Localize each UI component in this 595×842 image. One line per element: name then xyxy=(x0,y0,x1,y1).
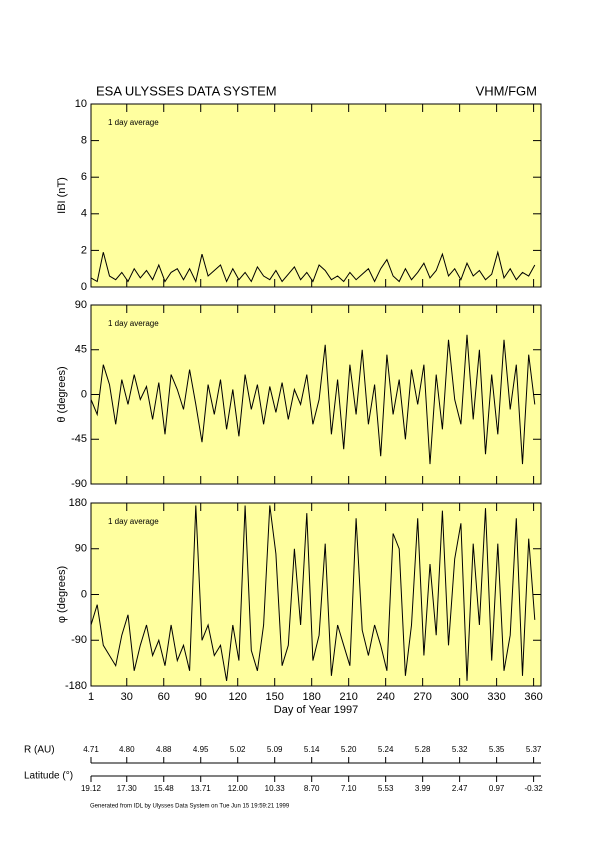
lat-value: 3.99 xyxy=(415,784,431,793)
r-value: 5.14 xyxy=(304,745,320,754)
annotation: 1 day average xyxy=(108,319,159,328)
y-axis-label: IBI (nT) xyxy=(56,177,68,214)
plot-area xyxy=(90,304,542,485)
y-axis-label: φ (degrees) xyxy=(56,566,68,623)
chart-title: ESA ULYSSES DATA SYSTEM xyxy=(96,83,277,98)
r-value: 4.88 xyxy=(156,745,172,754)
x-tick-label: 1 xyxy=(88,691,94,703)
latitude-label: Latitude (°) xyxy=(24,771,73,782)
y-tick-label: 4 xyxy=(81,208,87,220)
lat-value: 12.00 xyxy=(228,784,249,793)
r-label: R (AU) xyxy=(24,745,55,756)
lat-value: 13.71 xyxy=(191,784,212,793)
plot-area xyxy=(90,103,542,288)
x-tick-label: 270 xyxy=(413,691,431,703)
annotation: 1 day average xyxy=(108,118,159,127)
r-value: 4.95 xyxy=(193,745,209,754)
lat-value: 17.30 xyxy=(117,784,138,793)
lat-value: -0.32 xyxy=(524,784,543,793)
y-tick-label: -45 xyxy=(71,433,87,445)
y-tick-label: 2 xyxy=(81,244,87,256)
x-axis-label: Day of Year 1997 xyxy=(274,704,358,716)
x-tick-label: 240 xyxy=(376,691,394,703)
y-tick-label: 90 xyxy=(75,299,87,311)
r-value: 5.02 xyxy=(230,745,246,754)
r-value: 5.32 xyxy=(452,745,468,754)
r-value: 5.24 xyxy=(378,745,394,754)
x-tick-label: 330 xyxy=(487,691,505,703)
y-tick-label: 8 xyxy=(81,135,87,147)
y-tick-label: 180 xyxy=(69,497,87,509)
y-axis-label: θ (degrees) xyxy=(56,366,68,422)
x-tick-label: 120 xyxy=(229,691,247,703)
data-line xyxy=(90,250,536,284)
x-tick-label: 300 xyxy=(450,691,468,703)
y-tick-label: 10 xyxy=(75,98,87,110)
y-tick-label: -180 xyxy=(65,680,87,692)
y-tick-label: 6 xyxy=(81,171,87,183)
lat-value: 19.12 xyxy=(81,784,102,793)
lat-value: 15.48 xyxy=(154,784,175,793)
y-tick-label: 0 xyxy=(81,588,87,600)
y-tick-label: 0 xyxy=(81,281,87,293)
y-tick-label: 0 xyxy=(81,388,87,400)
lat-value: 5.53 xyxy=(378,784,394,793)
y-tick-label: -90 xyxy=(71,634,87,646)
x-tick-label: 360 xyxy=(524,691,542,703)
lat-value: 8.70 xyxy=(304,784,320,793)
y-tick-label: 90 xyxy=(75,543,87,555)
plot-area xyxy=(90,502,542,687)
r-value: 5.20 xyxy=(341,745,357,754)
r-value: 5.28 xyxy=(415,745,431,754)
x-tick-label: 210 xyxy=(339,691,357,703)
r-value: 4.80 xyxy=(119,745,135,754)
lat-value: 2.47 xyxy=(452,784,468,793)
footer: Generated from IDL by Ulysses Data Syste… xyxy=(90,804,290,810)
r-value: 4.71 xyxy=(83,745,99,754)
r-value: 5.09 xyxy=(267,745,283,754)
x-tick-label: 150 xyxy=(266,691,284,703)
lat-value: 10.33 xyxy=(265,784,286,793)
lat-value: 7.10 xyxy=(341,784,357,793)
y-tick-label: 45 xyxy=(75,344,87,356)
instrument-label: VHM/FGM xyxy=(476,83,537,98)
x-tick-label: 90 xyxy=(195,691,207,703)
data-line xyxy=(90,334,536,465)
annotation: 1 day average xyxy=(108,517,159,526)
lat-value: 0.97 xyxy=(489,784,505,793)
y-tick-label: -90 xyxy=(71,478,87,490)
x-tick-label: 30 xyxy=(121,691,133,703)
x-tick-label: 60 xyxy=(158,691,170,703)
data-line xyxy=(90,505,536,681)
r-value: 5.37 xyxy=(526,745,542,754)
x-tick-label: 180 xyxy=(303,691,321,703)
r-value: 5.35 xyxy=(489,745,505,754)
